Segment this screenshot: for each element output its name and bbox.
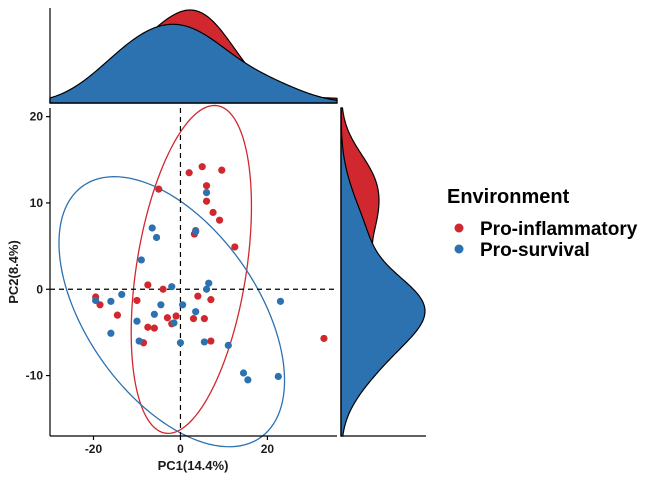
legend-key-pro-inflammatory <box>454 223 464 233</box>
point-pro-survival <box>274 372 282 381</box>
point-pro-survival <box>92 296 100 305</box>
x-tick-label: 0 <box>177 442 184 456</box>
point-pro-inflammatory <box>198 163 206 171</box>
point-pro-survival <box>137 256 145 264</box>
legend: Environment Pro-inflammatory Pro-surviva… <box>447 186 638 261</box>
point-pro-survival <box>170 319 178 327</box>
y-tick-label: 20 <box>30 110 44 124</box>
point-pro-inflammatory <box>185 169 193 177</box>
point-pro-inflammatory <box>144 323 152 331</box>
confidence-ellipse-pro-survival <box>58 176 286 448</box>
point-pro-inflammatory <box>133 296 141 305</box>
point-pro-inflammatory <box>189 315 198 323</box>
point-pro-inflammatory <box>200 315 208 323</box>
point-pro-survival <box>202 285 211 293</box>
point-pro-inflammatory <box>172 312 180 320</box>
legend-label-pro-inflammatory: Pro-inflammatory <box>480 219 638 240</box>
point-pro-survival <box>202 188 211 197</box>
point-pro-survival <box>192 308 200 316</box>
top-density-pro-survival <box>49 23 338 104</box>
point-pro-survival <box>118 290 126 299</box>
point-pro-inflammatory <box>218 166 226 174</box>
point-pro-inflammatory <box>194 292 202 300</box>
point-pro-survival <box>135 337 143 345</box>
point-pro-survival <box>200 338 208 346</box>
point-pro-survival <box>276 297 285 305</box>
point-pro-inflammatory <box>207 337 215 345</box>
point-pro-inflammatory <box>209 208 217 217</box>
point-pro-inflammatory <box>215 216 224 224</box>
confidence-ellipse-pro-inflammatory <box>130 104 253 435</box>
axes: -20 0 20 -10 0 10 20 <box>26 108 337 456</box>
legend-key-pro-survival <box>454 244 464 254</box>
point-pro-inflammatory <box>320 334 328 343</box>
point-pro-inflammatory <box>113 311 121 319</box>
point-pro-inflammatory <box>163 314 172 322</box>
point-pro-survival <box>192 227 200 236</box>
point-pro-inflammatory <box>150 324 158 332</box>
scatter-panel: -20 0 20 -10 0 10 20 <box>26 104 337 456</box>
point-pro-survival <box>224 341 232 349</box>
y-axis-title: PC2(8.4%) <box>6 240 21 304</box>
y-tick-label: 0 <box>36 282 43 296</box>
point-pro-inflammatory <box>207 296 215 304</box>
point-pro-inflammatory <box>159 285 167 293</box>
ellipse-layer <box>58 104 286 448</box>
right-density-pro-survival <box>340 107 426 437</box>
point-pro-inflammatory <box>202 182 211 190</box>
y-tick-label: -10 <box>26 369 44 383</box>
top-marginal-density <box>49 8 338 104</box>
point-pro-inflammatory <box>231 243 239 251</box>
point-pro-survival <box>133 317 141 325</box>
point-pro-inflammatory <box>202 197 211 205</box>
point-pro-survival <box>152 233 161 242</box>
point-pro-survival <box>107 297 115 305</box>
legend-label-pro-survival: Pro-survival <box>480 240 590 261</box>
point-pro-survival <box>176 339 185 347</box>
point-pro-survival <box>148 224 156 232</box>
point-pro-survival <box>150 310 158 318</box>
point-pro-survival <box>179 301 187 309</box>
point-pro-survival <box>239 369 248 377</box>
x-tick-label: -20 <box>85 442 103 456</box>
y-tick-label: 10 <box>30 196 44 210</box>
reference-lines <box>50 108 337 436</box>
point-pro-survival <box>205 279 213 287</box>
point-pro-inflammatory <box>155 185 163 193</box>
legend-title: Environment <box>447 186 570 208</box>
x-tick-label: 20 <box>261 442 275 456</box>
x-axis-title: PC1(14.4%) <box>158 458 229 473</box>
right-marginal-density <box>340 107 426 437</box>
point-pro-survival <box>244 376 252 384</box>
point-pro-inflammatory <box>144 281 152 289</box>
point-pro-survival <box>157 301 165 309</box>
point-layer <box>92 163 328 384</box>
point-pro-survival <box>107 329 115 337</box>
point-pro-survival <box>168 283 176 291</box>
